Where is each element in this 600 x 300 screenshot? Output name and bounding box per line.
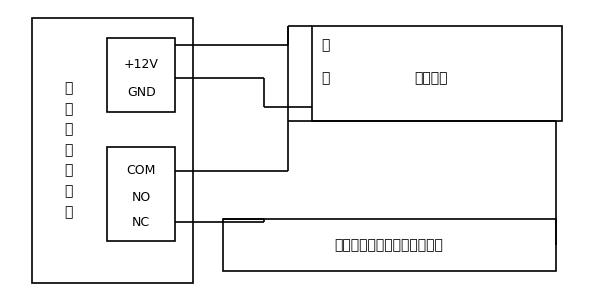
FancyBboxPatch shape bbox=[312, 26, 562, 121]
Text: COM: COM bbox=[127, 164, 156, 177]
FancyBboxPatch shape bbox=[107, 38, 175, 112]
Text: 原装电源: 原装电源 bbox=[414, 71, 448, 85]
FancyBboxPatch shape bbox=[107, 147, 175, 241]
Text: NC: NC bbox=[132, 216, 151, 229]
Text: 负: 负 bbox=[321, 71, 329, 85]
FancyBboxPatch shape bbox=[223, 219, 556, 271]
Text: +12V: +12V bbox=[124, 58, 159, 71]
Text: 正．．断电开锁型电锁．．负: 正．．断电开锁型电锁．．负 bbox=[335, 238, 443, 252]
Text: 正: 正 bbox=[321, 38, 329, 52]
Text: NO: NO bbox=[131, 190, 151, 204]
FancyBboxPatch shape bbox=[32, 17, 193, 283]
Text: GND: GND bbox=[127, 86, 155, 99]
Text: 单
门
门
禁
控
制
器: 单 门 门 禁 控 制 器 bbox=[64, 81, 73, 219]
